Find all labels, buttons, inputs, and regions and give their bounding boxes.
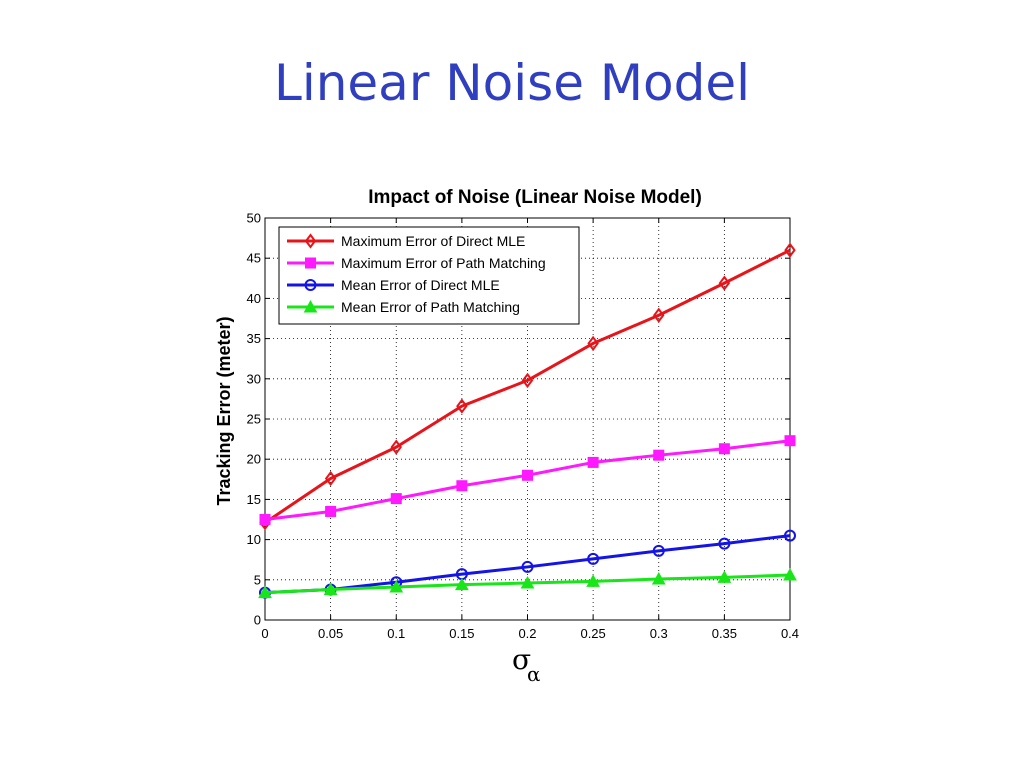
series-line-diamond <box>264 248 791 524</box>
data-point-circle <box>587 552 600 565</box>
data-point-triangle <box>586 574 600 587</box>
data-point-circle <box>718 537 731 550</box>
data-point-circle <box>652 544 665 557</box>
data-point-diamond <box>653 307 665 323</box>
x-axis-label: σ <box>512 643 531 676</box>
y-axis-label: Tracking Error (meter) <box>214 316 234 505</box>
x-tick-label: 0.15 <box>449 626 474 641</box>
data-point-diamond <box>521 372 534 389</box>
data-point-triangle <box>323 582 338 595</box>
legend-marker <box>305 257 316 269</box>
x-tick-label: 0.2 <box>518 626 536 641</box>
legend-item-diamond: Maximum Error of Direct MLE <box>287 233 525 249</box>
legend-marker <box>304 233 317 249</box>
data-point-triangle <box>258 585 272 599</box>
y-tick-label: 25 <box>247 412 261 427</box>
series-diamond <box>259 242 796 531</box>
y-tick-label: 45 <box>247 251 261 266</box>
data-point-square <box>587 456 599 468</box>
x-tick-label: 0.05 <box>318 626 343 641</box>
y-tick-label: 20 <box>247 452 261 467</box>
y-tick-label: 35 <box>247 331 261 346</box>
x-tick-label: 0.3 <box>650 626 668 641</box>
data-point-square <box>718 443 730 455</box>
data-point-triangle <box>389 579 404 593</box>
series-triangle <box>258 567 797 599</box>
legend-label: Maximum Error of Path Matching <box>341 255 546 271</box>
data-point-triangle <box>783 567 797 581</box>
y-tick-label: 5 <box>254 572 261 587</box>
data-point-square <box>784 435 796 447</box>
x-tick-label: 0.35 <box>712 626 737 641</box>
legend-label: Mean Error of Path Matching <box>341 299 520 315</box>
x-tick-label: 0.4 <box>781 626 799 641</box>
data-point-triangle <box>717 570 732 583</box>
legend-item-circle: Mean Error of Direct MLE <box>287 277 500 293</box>
y-tick-label: 40 <box>247 291 261 306</box>
data-point-diamond <box>390 439 402 455</box>
x-tick-label: 0.25 <box>580 626 605 641</box>
axis-ticks: 0 0.05 0.1 0.15 0.2 0.25 0.3 0.35 0.4 0 5 10 15 20 25 3… <box>247 211 800 642</box>
legend-label: Mean Error of Direct MLE <box>341 277 500 293</box>
series-line-circle <box>264 534 791 595</box>
data-point-square <box>325 505 337 517</box>
data-point-square <box>259 514 271 525</box>
data-point-square <box>390 493 402 505</box>
data-point-triangle <box>520 575 535 589</box>
series-square <box>259 435 796 525</box>
y-tick-label: 30 <box>247 371 261 386</box>
data-point-diamond <box>718 275 731 291</box>
data-point-circle <box>784 529 796 542</box>
legend-item-triangle: Mean Error of Path Matching <box>287 299 520 315</box>
series-group <box>258 242 797 599</box>
y-tick-label: 0 <box>254 613 261 628</box>
x-axis-label-subscript: α <box>527 662 541 686</box>
y-tick-label: 10 <box>247 532 261 547</box>
data-point-square <box>456 480 468 492</box>
data-point-square <box>653 449 665 461</box>
x-tick-label: 0 <box>261 626 268 641</box>
legend-marker <box>304 279 317 291</box>
data-point-square <box>522 469 533 481</box>
legend: Maximum Error of Direct MLE Maximum Error… <box>278 226 580 325</box>
y-tick-label: 15 <box>247 492 261 507</box>
chart-grid <box>265 218 790 620</box>
chart-title: Impact of Noise (Linear Noise Model) <box>368 187 702 208</box>
legend-marker <box>303 299 318 313</box>
data-point-triangle <box>455 577 469 591</box>
x-tick-label: 0.1 <box>387 626 405 641</box>
legend-label: Maximum Error of Direct MLE <box>341 233 525 249</box>
data-point-diamond <box>587 335 599 352</box>
data-point-diamond <box>456 398 468 414</box>
data-point-triangle <box>651 571 666 585</box>
data-point-diamond <box>324 470 337 487</box>
data-point-diamond <box>784 242 796 258</box>
slide-title: Linear Noise Model <box>273 54 750 112</box>
data-point-circle <box>521 560 534 573</box>
y-tick-label: 50 <box>247 211 261 226</box>
legend-item-square: Maximum Error of Path Matching <box>287 255 546 271</box>
